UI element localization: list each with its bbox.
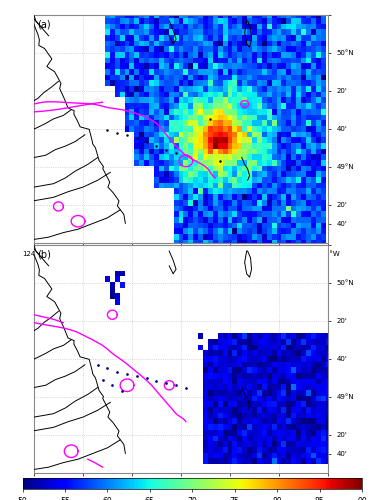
- Point: [144, 138, 150, 145]
- Point: [100, 376, 106, 384]
- Point: [153, 142, 159, 150]
- Point: [217, 157, 223, 165]
- Point: [183, 384, 189, 392]
- Point: [104, 364, 110, 372]
- Point: [173, 149, 179, 157]
- Point: [134, 134, 140, 142]
- Point: [119, 387, 125, 395]
- Point: [114, 368, 120, 376]
- Point: [104, 126, 110, 134]
- Point: [153, 376, 159, 384]
- Point: [124, 370, 130, 378]
- Point: [163, 146, 169, 154]
- Point: [163, 379, 169, 387]
- Point: [134, 372, 140, 380]
- Point: [124, 131, 130, 139]
- Point: [109, 382, 115, 390]
- Point: [114, 128, 120, 136]
- Point: [245, 339, 251, 347]
- Point: [144, 374, 150, 382]
- Point: [173, 382, 179, 390]
- Text: (a): (a): [37, 20, 51, 30]
- Text: (b): (b): [37, 250, 51, 260]
- Point: [95, 361, 101, 369]
- Point: [207, 115, 213, 123]
